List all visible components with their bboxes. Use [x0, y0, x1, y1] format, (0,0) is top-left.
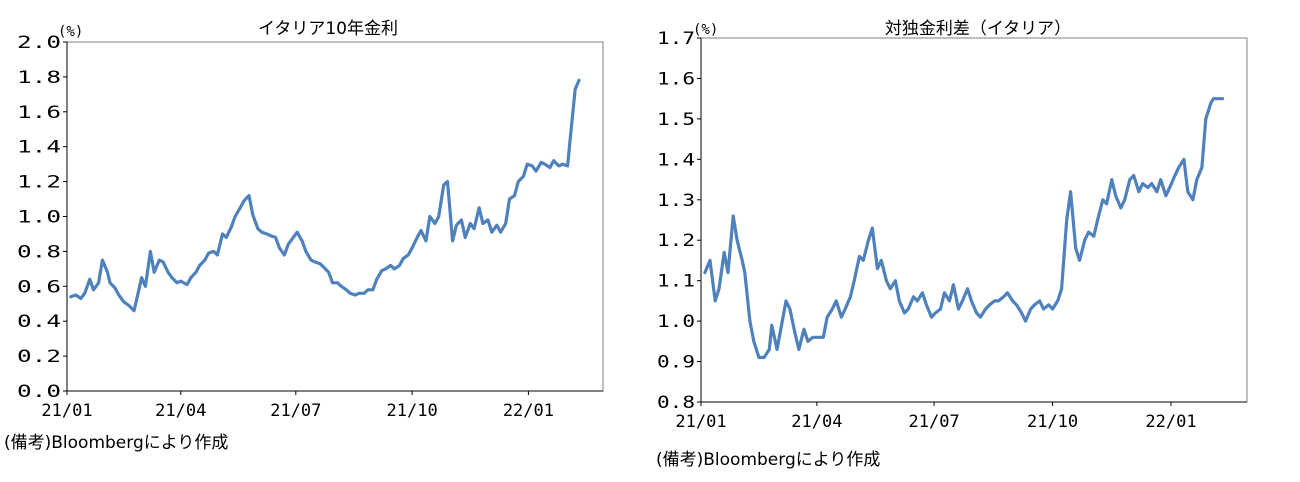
y-tick-label: 1.4 [657, 150, 695, 170]
y-tick-label: 1.4 [17, 138, 61, 158]
x-tick-label: 21/07 [908, 412, 959, 432]
x-tick-label: 21/04 [791, 412, 842, 432]
plot-area-frame [66, 41, 604, 392]
y-tick-label: 0.0 [17, 382, 61, 402]
source-note: (備考)Bloombergにより作成 [656, 450, 880, 470]
y-tick-label: 0.8 [17, 242, 61, 262]
chart-panel-italy-10y: イタリア10年金利 (%) 0.0 0.2 0.4 0.6 0.8 1.0 1.2 1.4 1.6 1… [4, 19, 604, 453]
x-tick-label: 21/04 [155, 401, 206, 421]
x-tick-label: 21/10 [1027, 412, 1078, 432]
series-line [69, 78, 581, 313]
series-line [703, 97, 1225, 360]
chart-title: イタリア10年金利 [258, 19, 398, 39]
unit-label: (%) [58, 24, 83, 40]
x-tick-label: 22/01 [1145, 412, 1196, 432]
y-tick-label: 0.2 [17, 347, 61, 367]
y-tick-label: 0.9 [657, 353, 695, 373]
y-tick-label: 1.3 [657, 191, 695, 211]
y-tick-label: 0.8 [657, 393, 695, 413]
y-tick-label: 1.5 [657, 110, 695, 130]
y-tick-label: 1.8 [17, 68, 61, 88]
plot-area-frame [700, 37, 1248, 403]
x-tick-label: 22/01 [503, 401, 554, 421]
y-tick-label: 0.6 [17, 277, 61, 297]
y-tick-label: 0.4 [17, 312, 61, 332]
chart-italy-10y-yield: イタリア10年金利 (%) 0.0 0.2 0.4 0.6 0.8 1.0 1.2 1.4 1.6 1… [4, 19, 604, 453]
chart-title: 対独金利差（イタリア） [885, 19, 1071, 39]
y-tick-label: 1.1 [657, 272, 695, 292]
y-tick-label: 1.2 [657, 231, 695, 251]
unit-label: (%) [693, 22, 718, 38]
y-tick-label: 1.6 [657, 69, 695, 89]
x-tick-label: 21/01 [675, 412, 726, 432]
x-tick-label: 21/01 [41, 401, 92, 421]
x-tick-label: 21/10 [387, 401, 438, 421]
x-tick-label: 21/07 [270, 401, 321, 421]
y-tick-label: 1.2 [17, 173, 61, 193]
y-tick-label: 2.0 [17, 33, 61, 53]
y-tick-label: 1.0 [657, 312, 695, 332]
y-tick-label: 1.0 [17, 208, 61, 228]
source-note: (備考)Bloombergにより作成 [4, 433, 228, 453]
chart-spread-vs-germany: 対独金利差（イタリア） (%) 0.8 0.9 1.0 1.1 1.2 1.3 1.4 1.5 1.… [656, 19, 1248, 470]
y-tick-label: 1.6 [17, 103, 61, 123]
y-tick-label: 1.7 [657, 29, 695, 49]
chart-panel-spread: 対独金利差（イタリア） (%) 0.8 0.9 1.0 1.1 1.2 1.3 1.4 1.5 1.… [650, 0, 1300, 482]
